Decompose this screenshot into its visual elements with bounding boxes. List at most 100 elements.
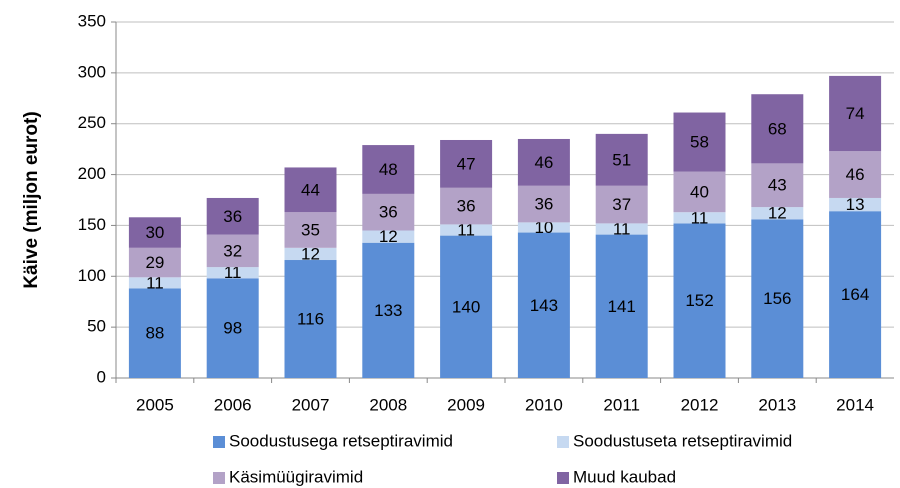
legend-label: Soodustuseta retseptiravimid — [573, 431, 792, 450]
x-tick-label: 2013 — [758, 395, 796, 414]
legend-swatch — [557, 472, 569, 484]
data-label: 36 — [457, 197, 476, 216]
bar-segment — [362, 145, 415, 194]
bar-segment — [595, 223, 648, 235]
y-tick-label: 150 — [78, 215, 106, 234]
legend-swatch — [213, 472, 225, 484]
data-label: 12 — [301, 244, 320, 263]
bar-segment — [128, 247, 181, 278]
data-label: 58 — [690, 133, 709, 152]
data-label: 46 — [846, 165, 865, 184]
bar-segment — [595, 133, 648, 186]
x-tick-label: 2006 — [214, 395, 252, 414]
legend-swatch — [557, 436, 569, 448]
bar-segment — [362, 193, 415, 231]
data-label: 44 — [301, 180, 320, 199]
bar-segment — [128, 217, 181, 248]
bar-segment — [440, 187, 493, 225]
data-label: 46 — [534, 153, 553, 172]
legend-label: Soodustusega retseptiravimid — [229, 431, 453, 450]
legend-swatch — [213, 436, 225, 448]
data-label: 11 — [146, 273, 164, 292]
data-label: 36 — [223, 207, 242, 226]
y-tick-label: 100 — [78, 266, 106, 285]
x-tick-label: 2010 — [525, 395, 563, 414]
data-label: 141 — [608, 297, 636, 316]
data-label: 11 — [691, 208, 709, 227]
x-tick-label: 2008 — [369, 395, 407, 414]
bar-segment — [829, 197, 882, 212]
bar-segment — [206, 267, 259, 279]
bar-segment — [284, 167, 337, 213]
bar-segment — [206, 278, 259, 378]
bar-segment — [362, 242, 415, 378]
bar-segment — [751, 207, 804, 220]
bar-segment — [673, 171, 726, 213]
bar-segment — [517, 222, 570, 233]
data-label: 68 — [768, 119, 787, 138]
y-tick-label: 200 — [78, 164, 106, 183]
data-label: 12 — [379, 227, 398, 246]
data-label: 51 — [612, 150, 631, 169]
data-label: 36 — [379, 203, 398, 222]
y-tick-label: 0 — [97, 367, 106, 386]
bar-segment — [673, 112, 726, 172]
bar-segment — [517, 138, 570, 186]
bar-segment — [284, 212, 337, 248]
x-tick-label: 2014 — [836, 395, 874, 414]
bar-segment — [673, 223, 726, 378]
data-label: 11 — [224, 263, 242, 282]
data-label: 47 — [457, 154, 476, 173]
data-label: 143 — [530, 296, 558, 315]
data-label: 98 — [223, 319, 242, 338]
data-label: 29 — [145, 253, 164, 272]
data-label: 152 — [685, 291, 713, 310]
y-tick-label: 300 — [78, 62, 106, 81]
data-label: 164 — [841, 285, 869, 304]
bar-segment — [751, 219, 804, 378]
data-label: 10 — [534, 218, 553, 237]
bar-segment — [517, 185, 570, 223]
bar-segment — [829, 75, 882, 152]
bar-segment — [517, 232, 570, 378]
data-label: 11 — [457, 220, 475, 239]
y-axis-label: Käive (miljon eurot) — [21, 111, 42, 288]
bar-segment — [206, 234, 259, 268]
bar-segment — [440, 224, 493, 236]
data-label: 156 — [763, 289, 791, 308]
data-label: 37 — [612, 195, 631, 214]
bar-segment — [362, 230, 415, 243]
data-label: 11 — [613, 219, 631, 238]
data-label: 43 — [768, 176, 787, 195]
data-label: 40 — [690, 182, 709, 201]
y-tick-label: 250 — [78, 113, 106, 132]
bar-segment — [284, 260, 337, 378]
data-label: 116 — [297, 309, 324, 328]
bar-segment — [206, 197, 259, 235]
data-label: 35 — [301, 220, 320, 239]
bar-segment — [440, 139, 493, 188]
legend-label: Muud kaubad — [573, 467, 676, 486]
bar-segment — [595, 234, 648, 378]
data-label: 88 — [145, 324, 164, 343]
y-tick-label: 50 — [87, 317, 106, 336]
data-label: 36 — [534, 195, 553, 214]
data-label: 74 — [846, 104, 865, 123]
data-label: 30 — [145, 223, 164, 242]
x-tick-label: 2012 — [681, 395, 719, 414]
bar-segment — [829, 211, 882, 378]
bar-segment — [673, 212, 726, 224]
data-label: 32 — [223, 241, 242, 260]
x-tick-label: 2011 — [603, 395, 640, 414]
y-tick-label: 350 — [78, 11, 106, 30]
legend-label: Käsimüügiravimid — [229, 467, 363, 486]
bar-segment — [128, 277, 181, 289]
bar-segment — [751, 94, 804, 164]
x-tick-label: 2005 — [136, 395, 174, 414]
data-label: 13 — [846, 195, 865, 214]
bar-segment — [595, 185, 648, 224]
data-label: 140 — [452, 297, 480, 316]
data-label: 133 — [374, 301, 402, 320]
bar-segment — [128, 288, 181, 378]
